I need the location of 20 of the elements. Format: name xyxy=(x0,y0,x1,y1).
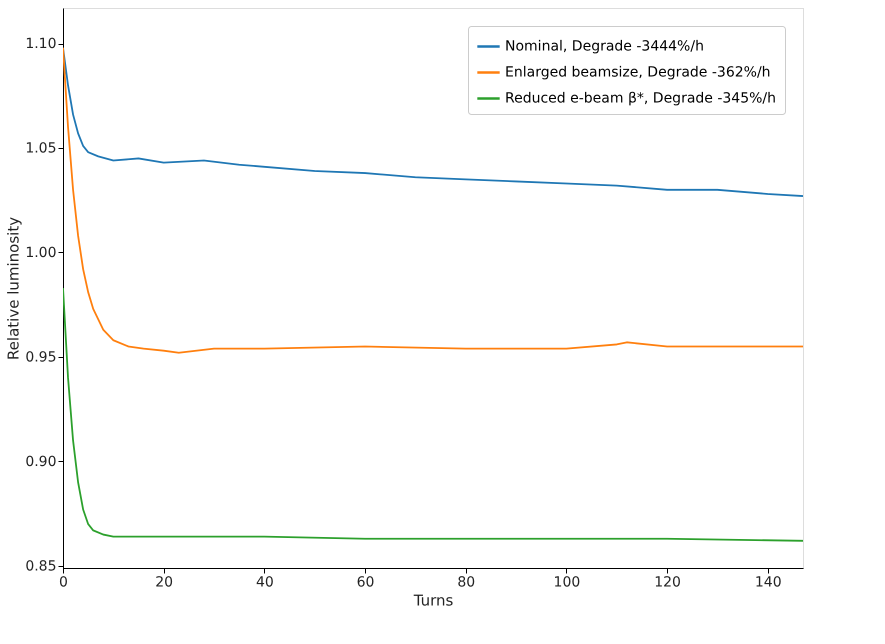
x-tick-label: 120 xyxy=(654,574,681,590)
y-axis-title: Relative luminosity xyxy=(4,216,22,360)
legend-label: Reduced e-beam β*, Degrade -345%/h xyxy=(505,90,776,106)
y-tick-label: 0.85 xyxy=(25,558,56,574)
y-tick-label: 0.95 xyxy=(25,349,56,366)
y-tick-label: 1.10 xyxy=(25,36,56,52)
y-tick-label: 0.90 xyxy=(25,454,56,470)
legend-label: Enlarged beamsize, Degrade -362%/h xyxy=(505,64,771,80)
legend-label: Nominal, Degrade -3444%/h xyxy=(505,38,704,54)
x-tick-label: 60 xyxy=(356,574,374,590)
x-tick-label: 20 xyxy=(155,574,174,590)
x-axis-title: Turns xyxy=(412,592,454,610)
line-series xyxy=(63,287,803,542)
y-tick-label: 1.00 xyxy=(25,244,56,261)
x-tick-label: 40 xyxy=(256,574,274,590)
x-tick-label: 140 xyxy=(754,574,782,590)
x-tick-label: 0 xyxy=(59,574,68,590)
x-tick-label: 100 xyxy=(554,574,580,590)
y-tick-label: 1.05 xyxy=(25,140,56,156)
x-tick-label: 80 xyxy=(457,574,476,590)
